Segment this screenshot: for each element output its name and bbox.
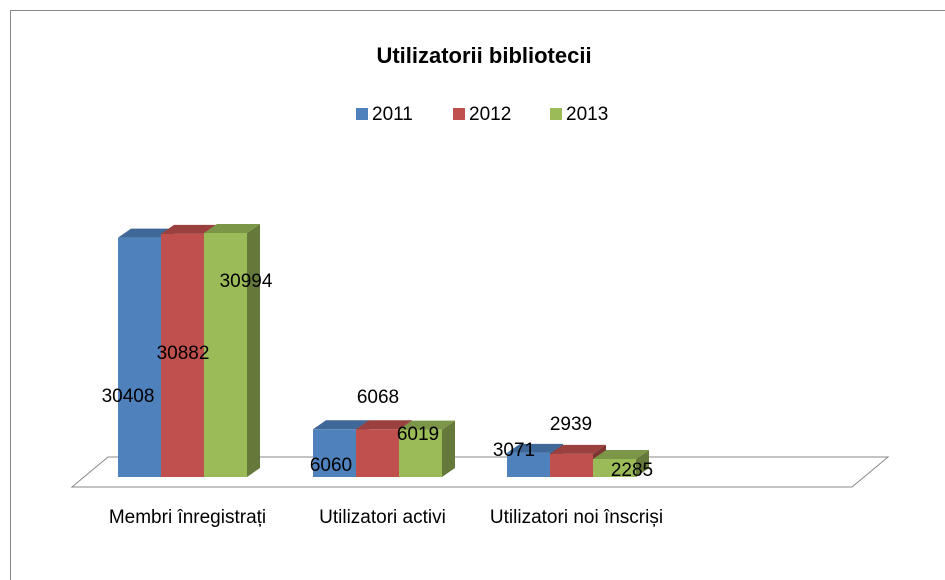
chart-title: Utilizatorii bibliotecii <box>376 43 591 68</box>
x-tick-label: Utilizatori activi <box>319 507 446 528</box>
bar-side <box>636 450 649 477</box>
bar <box>204 233 247 477</box>
bar-top <box>313 420 369 430</box>
bar <box>593 459 636 477</box>
legend-label: 2011 <box>372 104 413 125</box>
bar-top <box>204 224 260 233</box>
bar <box>313 429 356 477</box>
bar-top <box>161 224 217 234</box>
data-label: 2285 <box>611 460 653 481</box>
legend-swatch <box>550 108 562 120</box>
bar-top <box>550 444 606 454</box>
bar <box>356 429 399 477</box>
data-label: 3071 <box>493 440 535 461</box>
floor <box>70 456 890 488</box>
x-tick-label: Membri înregistrați <box>108 507 267 528</box>
x-tick-label: Utilizatori noi înscriși <box>489 507 664 528</box>
data-label: 30408 <box>102 386 155 407</box>
data-label: 6019 <box>397 424 439 445</box>
bar <box>399 429 442 477</box>
data-label: 2939 <box>550 414 592 435</box>
data-label: 30882 <box>157 343 210 364</box>
bar <box>118 237 161 477</box>
bar-top <box>356 420 412 430</box>
bar <box>161 233 204 477</box>
data-label: 6060 <box>310 455 352 476</box>
bar-top <box>399 420 455 430</box>
bar-top <box>118 228 174 238</box>
data-label: 6068 <box>357 387 399 408</box>
data-label: 30994 <box>220 271 273 292</box>
legend-swatch <box>453 108 465 120</box>
legend-label: 2012 <box>469 104 511 125</box>
bar-top <box>593 450 649 460</box>
legend-swatch <box>356 108 368 120</box>
bar <box>550 453 593 477</box>
legend-label: 2013 <box>566 104 608 125</box>
bar <box>507 452 550 477</box>
bar-side <box>247 224 260 477</box>
bar-top <box>507 443 563 453</box>
bar-side <box>442 420 455 477</box>
